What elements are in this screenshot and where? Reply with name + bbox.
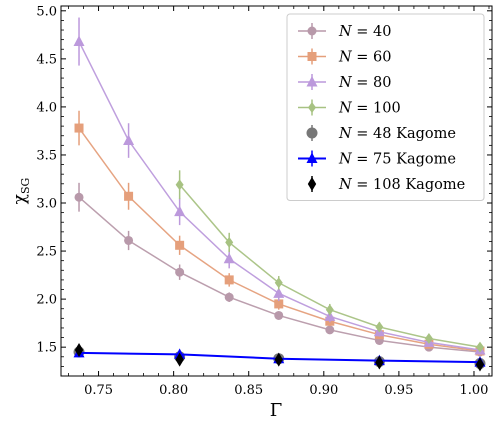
data-point: [174, 205, 186, 217]
legend-label-variable: N: [338, 177, 353, 193]
y-tick-label: 1.5: [36, 341, 57, 356]
data-point: [375, 321, 384, 333]
legend-marker: [308, 102, 316, 113]
legend-label-variable: N: [338, 75, 353, 91]
legend-label-variable: N: [338, 50, 353, 66]
legend-entry: N = 48 Kagome: [306, 125, 456, 142]
data-point: [124, 191, 134, 201]
data-point: [274, 352, 283, 367]
series-6: [74, 343, 485, 372]
data-point: [74, 192, 84, 202]
y-tick-label: 3.5: [36, 148, 57, 163]
legend-entry: N = 108 Kagome: [307, 176, 465, 193]
data-point: [224, 292, 234, 302]
data-point: [123, 134, 135, 146]
data-point: [74, 123, 84, 133]
legend-entry: N = 60: [298, 48, 392, 66]
x-tick-label: 0.85: [234, 383, 263, 398]
y-tick-label: 2.5: [36, 245, 57, 260]
data-point: [475, 357, 485, 372]
legend-label-value: = 60: [352, 50, 392, 66]
y-axis-label: χSG: [10, 178, 32, 205]
y-tick-label: 2.0: [36, 293, 57, 308]
legend-label-value: = 48 Kagome: [352, 126, 456, 142]
legend-marker: [306, 152, 318, 163]
data-point: [273, 287, 285, 298]
legend-marker: [307, 177, 317, 191]
y-axis-label-subscript: SG: [19, 178, 32, 194]
data-point: [74, 343, 84, 358]
legend-label-variable: N: [338, 101, 353, 117]
series-3: [175, 170, 484, 353]
legend-label-variable: N: [338, 152, 353, 168]
data-point: [274, 277, 283, 289]
data-point: [325, 304, 334, 316]
data-point: [475, 341, 484, 353]
legend-label: N = 80: [338, 75, 392, 91]
legend-entry: N = 80: [298, 74, 392, 91]
legend-marker: [306, 127, 318, 139]
data-point: [325, 325, 335, 335]
y-tick-label: 5.0: [36, 4, 57, 19]
legend-entry: N = 75 Kagome: [298, 150, 456, 168]
data-point: [175, 352, 184, 367]
legend-marker: [307, 26, 317, 36]
legend-label-value: = 100: [352, 101, 401, 117]
y-tick-label: 4.5: [36, 52, 57, 67]
tick-layer: 0.75 0.80 0.85 0.90 0.95 1.00 1.5 2.0 2.5 3.0 3.5 4…: [36, 4, 492, 398]
y-tick-label: 4.0: [36, 100, 57, 115]
legend-marker: [307, 52, 317, 61]
data-point: [124, 235, 134, 245]
data-point: [175, 240, 185, 250]
legend-label: N = 100: [338, 101, 401, 117]
data-point: [175, 179, 184, 191]
data-point: [225, 236, 234, 248]
legend-label: N = 40: [338, 24, 392, 40]
x-tick-label: 0.95: [384, 383, 413, 398]
legend-marker: [306, 76, 318, 87]
legend-label-value: = 108 Kagome: [352, 177, 465, 193]
data-point: [375, 355, 384, 370]
legend-label: N = 75 Kagome: [338, 152, 456, 168]
data-point: [73, 35, 85, 47]
y-tick-label: 3.0: [36, 197, 57, 212]
legend-entry: N = 100: [298, 99, 401, 117]
legend-label: N = 48 Kagome: [338, 126, 456, 142]
series-layer: [73, 17, 486, 372]
data-point: [223, 252, 235, 264]
plot-area-frame: [60, 5, 493, 377]
data-point: [175, 267, 185, 277]
data-point: [224, 275, 234, 285]
legend-label-variable: N: [338, 24, 353, 40]
x-tick-label: 0.75: [84, 383, 113, 398]
y-axis-label-main: χ: [10, 194, 30, 204]
legend-label: N = 60: [338, 50, 392, 66]
legend-label-value: = 40: [352, 24, 392, 40]
legend-label: N = 108 Kagome: [338, 177, 465, 193]
legend-entry: N = 40: [298, 23, 392, 40]
legend-box: [286, 13, 485, 201]
x-tick-label: 1.00: [460, 383, 489, 398]
data-point: [274, 299, 284, 309]
legend-label-value: = 75 Kagome: [352, 152, 456, 168]
legend-label-value: = 80: [352, 75, 392, 91]
x-tick-label: 0.90: [309, 383, 338, 398]
data-point: [324, 310, 336, 321]
data-point: [274, 310, 284, 320]
x-tick-label: 0.80: [159, 383, 188, 398]
data-point: [424, 333, 433, 345]
legend-label-variable: N: [338, 126, 353, 142]
x-axis-label: Γ: [270, 400, 283, 421]
